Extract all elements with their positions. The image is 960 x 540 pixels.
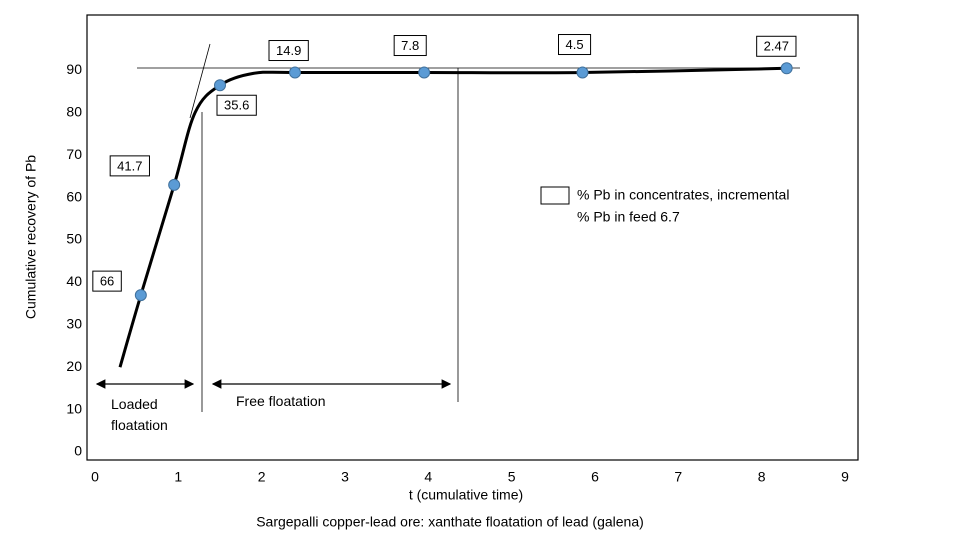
x-tick-label: 4 (424, 469, 432, 485)
y-tick-label: 20 (66, 358, 82, 374)
grade-label: 35.6 (224, 98, 249, 113)
grade-label-box (216, 94, 257, 116)
x-tick-label: 0 (91, 469, 99, 485)
data-point (576, 66, 589, 79)
grade-label: 14.9 (276, 43, 301, 58)
x-tick-label: 2 (258, 469, 266, 485)
recovery-curve (118, 66, 787, 368)
y-axis-label: Cumulative recovery of Pb (23, 155, 39, 319)
legend-note: % Pb in feed 6.7 (577, 209, 680, 225)
x-tick-label: 5 (508, 469, 516, 485)
y-tick-label: 60 (66, 188, 82, 204)
grade-label: 66 (100, 274, 114, 289)
y-tick-label: 80 (66, 104, 82, 120)
grade-label: 7.8 (401, 38, 419, 53)
grade-label-box (268, 40, 309, 62)
construction-line (189, 43, 211, 119)
y-tick-label: 50 (66, 231, 82, 247)
y-tick-label: 30 (66, 316, 82, 332)
grade-label: 41.7 (117, 158, 142, 173)
grade-label: 4.5 (566, 37, 584, 52)
data-point (780, 62, 793, 75)
grade-label: 2.47 (764, 39, 789, 54)
plot-frame (86, 14, 859, 461)
grade-label-box (558, 34, 592, 56)
grade-label-box (109, 155, 150, 177)
data-point (418, 66, 431, 79)
grade-label-box (92, 270, 122, 292)
x-tick-label: 3 (341, 469, 349, 485)
grade-label-box (756, 35, 797, 57)
annotation: Loaded floatation (111, 396, 168, 433)
annotation: Free floatation (236, 393, 326, 409)
y-tick-label: 70 (66, 146, 82, 162)
data-point (289, 66, 301, 79)
y-tick-label: 40 (66, 273, 82, 289)
data-point (168, 178, 181, 191)
x-tick-label: 8 (758, 469, 766, 485)
x-tick-label: 6 (591, 469, 599, 485)
legend-entry: % Pb in concentrates, incremental (577, 187, 789, 203)
data-point (214, 79, 226, 92)
legend-swatch (540, 186, 570, 205)
grade-label-box (393, 35, 427, 57)
data-point (134, 289, 147, 302)
x-tick-label: 1 (174, 469, 182, 485)
x-tick-label: 7 (674, 469, 682, 485)
x-tick-label: 9 (841, 469, 849, 485)
y-tick-label: 0 (74, 443, 82, 459)
y-tick-label: 90 (66, 61, 82, 77)
x-axis-label: t (cumulative time) (409, 487, 523, 503)
y-tick-label: 10 (66, 400, 82, 416)
caption: Sargepalli copper-lead ore: xanthate flo… (256, 514, 644, 530)
